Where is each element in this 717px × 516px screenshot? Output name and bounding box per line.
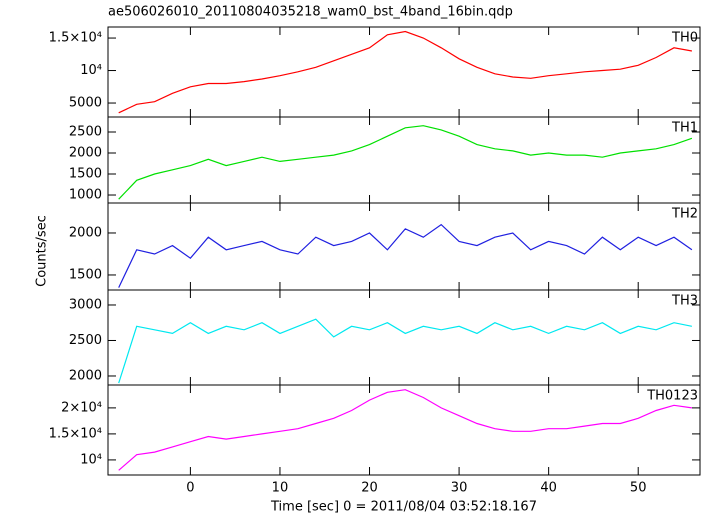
data-line [118,389,692,471]
series-label: TH2 [671,207,698,222]
y-tick-label: 1.5×10⁴ [49,31,102,46]
panel-frame [107,289,701,386]
y-tick-label: 1.5×10⁴ [49,426,102,441]
y-tick-label: 3000 [69,297,102,312]
x-tick-label: 50 [630,481,647,496]
panel-frame [107,384,701,476]
x-axis-label: Time [sec] 0 = 2011/08/04 03:52:18.167 [270,500,537,515]
y-axis-label: Counts/sec [35,215,50,287]
y-tick-label: 1500 [69,267,102,282]
x-tick-label: 10 [272,481,289,496]
y-tick-label: 2000 [69,368,102,383]
data-line [118,30,693,114]
y-tick-label: 2500 [69,333,102,348]
y-tick-label: 1000 [69,188,102,203]
x-tick-label: 30 [451,481,468,496]
y-tick-label: 5000 [69,96,102,111]
x-tick-label: 0 [186,481,194,496]
y-tick-label: 2000 [69,225,102,240]
panel-frame [107,202,701,291]
y-tick-label: 2×10⁴ [61,400,102,415]
data-line [118,125,693,200]
chart-title: ae506026010_20110804035218_wam0_bst_4ban… [108,5,513,20]
series-label: TH1 [671,121,698,136]
y-tick-label: 10⁴ [80,452,102,467]
panel-frame [107,116,701,204]
data-line [118,318,693,384]
y-tick-label: 2500 [69,124,102,139]
y-tick-label: 2000 [69,146,102,161]
y-tick-label: 10⁴ [80,63,102,78]
data-line [118,223,693,288]
panel-frame [107,26,701,118]
series-label: TH3 [671,294,698,309]
x-tick-label: 40 [540,481,557,496]
x-tick-label: 20 [361,481,378,496]
y-tick-label: 1500 [69,167,102,182]
series-label: TH0 [671,31,698,46]
series-label: TH0123 [646,389,698,404]
